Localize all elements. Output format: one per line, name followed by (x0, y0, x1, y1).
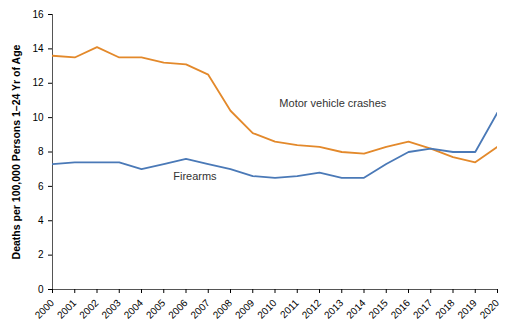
svg-text:12: 12 (32, 77, 44, 88)
svg-text:2007: 2007 (188, 297, 212, 321)
svg-text:8: 8 (38, 146, 44, 157)
svg-text:2018: 2018 (433, 297, 457, 321)
svg-text:2001: 2001 (55, 297, 79, 321)
svg-text:4: 4 (38, 215, 44, 226)
svg-text:2012: 2012 (300, 297, 324, 321)
svg-text:2010: 2010 (255, 297, 279, 321)
svg-text:2002: 2002 (77, 297, 101, 321)
svg-text:2019: 2019 (455, 297, 479, 321)
svg-text:6: 6 (38, 181, 44, 192)
svg-text:Firearms: Firearms (173, 170, 217, 182)
svg-text:2003: 2003 (99, 297, 123, 321)
svg-text:2006: 2006 (166, 297, 190, 321)
svg-text:2015: 2015 (366, 297, 390, 321)
svg-text:2017: 2017 (411, 297, 435, 321)
svg-text:2013: 2013 (322, 297, 346, 321)
svg-text:2000: 2000 (33, 297, 57, 321)
svg-text:2008: 2008 (211, 297, 235, 321)
svg-text:2: 2 (38, 249, 44, 260)
svg-text:0: 0 (38, 284, 44, 295)
svg-text:16: 16 (32, 9, 44, 20)
svg-text:10: 10 (32, 112, 44, 123)
svg-text:2005: 2005 (144, 297, 168, 321)
svg-text:Motor vehicle crashes: Motor vehicle crashes (279, 97, 386, 109)
svg-text:2016: 2016 (389, 297, 413, 321)
svg-text:2011: 2011 (278, 297, 301, 320)
svg-text:2009: 2009 (233, 297, 257, 321)
svg-text:2020: 2020 (478, 297, 502, 321)
svg-text:14: 14 (32, 43, 44, 54)
svg-text:2014: 2014 (344, 297, 368, 321)
svg-text:2004: 2004 (122, 297, 146, 321)
svg-text:Deaths per 100,000 Persons 1–2: Deaths per 100,000 Persons 1–24 Yr of Ag… (10, 44, 22, 259)
